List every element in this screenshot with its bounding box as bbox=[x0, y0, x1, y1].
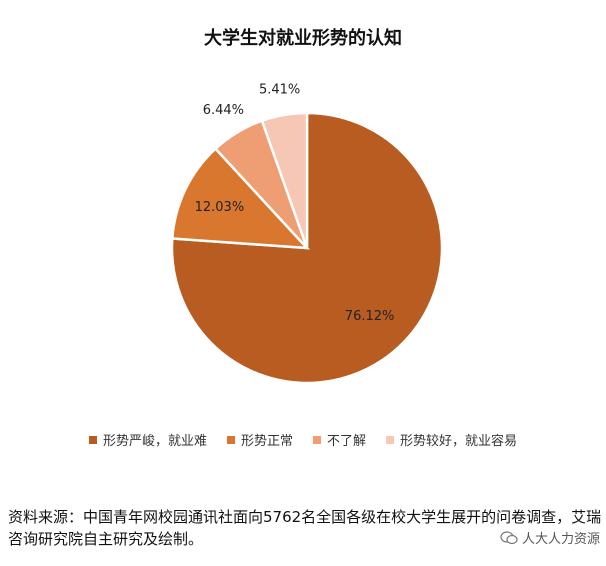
data-label: 6.44% bbox=[203, 103, 244, 118]
legend-label: 形势较好，就业容易 bbox=[400, 434, 518, 449]
legend-swatch bbox=[226, 435, 235, 444]
chart: 大学生对就业形势的认知 76.12% 12.03% 6.44% 5.41% 形势严峻，… bbox=[0, 28, 606, 449]
source-note: 资料来源：中国青年网校园通讯社面向5762名全国各级在校大学生展开的问卷调查，艾… bbox=[8, 508, 602, 548]
legend-item: 形势较好，就业容易 bbox=[386, 430, 517, 449]
chart-title: 大学生对就业形势的认知 bbox=[204, 28, 402, 49]
data-label: 76.12% bbox=[345, 309, 395, 324]
legend-swatch bbox=[386, 435, 395, 444]
legend-swatch bbox=[313, 435, 321, 444]
pie-slice bbox=[260, 111, 309, 249]
pie-slice bbox=[170, 146, 311, 250]
legend-label: 形势正常 bbox=[240, 434, 293, 449]
wechat-icon bbox=[500, 530, 518, 544]
legend-label: 形势严峻，就业难 bbox=[102, 434, 207, 449]
data-label: 5.41% bbox=[259, 82, 300, 97]
legend-item: 形势正常 bbox=[226, 430, 293, 449]
legend-item: 不了解 bbox=[313, 430, 366, 449]
pie-chart: 76.12% 12.03% 6.44% 5.41% bbox=[170, 82, 444, 385]
legend-item: 形势严峻，就业难 bbox=[88, 430, 207, 449]
pie-slice bbox=[170, 111, 444, 385]
watermark: 人大人力资源 bbox=[500, 528, 600, 547]
legend: 形势严峻，就业难 形势正常 不了解 形势较好，就业容易 bbox=[0, 430, 606, 449]
watermark-text: 人大人力资源 bbox=[521, 532, 600, 547]
legend-swatch bbox=[88, 435, 97, 444]
data-label: 12.03% bbox=[195, 200, 245, 215]
legend-label: 不了解 bbox=[327, 434, 367, 449]
